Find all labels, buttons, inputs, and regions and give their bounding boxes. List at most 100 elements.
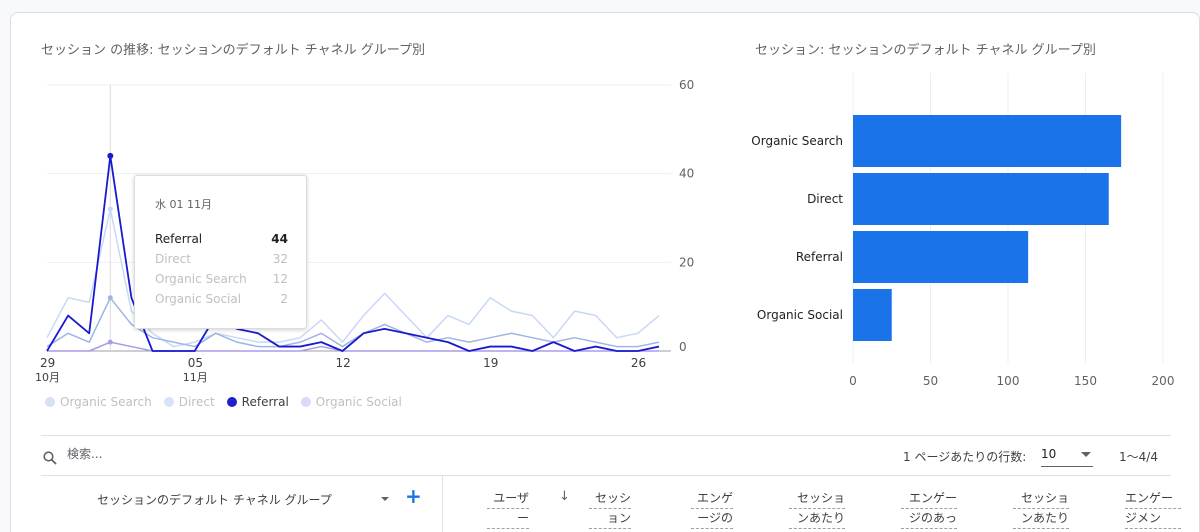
caret-down-icon — [1081, 452, 1091, 457]
y-tick-label: 40 — [679, 167, 694, 181]
legend-label: Direct — [178, 395, 215, 409]
tooltip-value: 12 — [272, 272, 288, 286]
rows-per-page-select[interactable]: 10 — [1041, 443, 1093, 467]
tooltip-label: Organic Social — [155, 292, 242, 306]
legend-item-organic-search[interactable]: Organic Search — [45, 395, 152, 409]
x-tick-month: 11月 — [183, 371, 208, 384]
x-tick-label: 19 — [483, 356, 498, 370]
bar — [853, 173, 1109, 225]
legend-dot-icon — [45, 397, 55, 407]
bar — [853, 289, 892, 341]
column-divider — [442, 475, 443, 532]
header-line: ジのあっ — [901, 509, 957, 529]
category-label: Direct — [807, 192, 843, 206]
dimension-header[interactable]: セッションのデフォルト チャネル グループ — [97, 493, 332, 507]
x-tick-label: 100 — [997, 374, 1020, 388]
highlight-point — [107, 152, 114, 159]
x-tick-label: 200 — [1152, 374, 1175, 388]
tooltip-value: 44 — [271, 232, 288, 246]
legend-label: Referral — [241, 395, 289, 409]
header-line: ンあたり — [1013, 509, 1069, 529]
column-header-engagement-rate[interactable]: エンゲー ジメン — [1125, 489, 1181, 529]
y-tick-label: 60 — [679, 78, 694, 92]
header-line: セッショ — [789, 489, 845, 509]
category-label: Organic Search — [751, 134, 843, 148]
series-line-organic-search — [46, 297, 660, 348]
x-tick-month: 10月 — [35, 371, 60, 384]
legend-dot-icon — [226, 397, 237, 407]
rows-per-page-value: 10 — [1041, 447, 1057, 461]
header-line: ョン — [589, 509, 631, 529]
pagination-status: 1〜4/4 — [1119, 450, 1158, 464]
x-tick-label: 0 — [849, 374, 857, 388]
column-header-sessions[interactable]: セッシ ョン — [589, 489, 631, 529]
category-label: Organic Social — [757, 308, 843, 322]
series-line-direct — [46, 208, 660, 348]
add-dimension-icon[interactable]: + — [405, 484, 422, 508]
tooltip-value: 2 — [280, 292, 288, 306]
header-line: エンゲ — [691, 489, 733, 509]
category-label: Referral — [796, 250, 843, 264]
tooltip-label: Organic Search — [155, 272, 247, 286]
chart-tooltip: 水 01 11月 Referral 44 Direct 32 Organic S… — [134, 175, 307, 329]
header-line: ージの — [691, 509, 733, 529]
column-header-engaged-sessions[interactable]: エンゲ ージの — [691, 489, 733, 529]
column-header-engagement[interactable]: エンゲー ジのあっ — [901, 489, 957, 529]
x-tick-label: 29 — [40, 356, 55, 370]
x-tick-label: 26 — [631, 356, 646, 370]
x-tick-label: 50 — [923, 374, 938, 388]
bar — [853, 115, 1122, 167]
highlight-point — [107, 295, 113, 301]
header-line: エンゲー — [1125, 489, 1181, 509]
sort-down-icon[interactable]: ↓ — [559, 489, 570, 504]
highlight-point — [107, 339, 113, 345]
legend-label: Organic Social — [315, 395, 402, 409]
y-tick-label: 0 — [679, 340, 687, 354]
chart-legend: Organic Search Direct Referral Organic S… — [45, 395, 402, 409]
tooltip-value: 32 — [272, 252, 288, 266]
tooltip-row-direct: Direct 32 — [155, 252, 288, 266]
report-card: セッション の推移: セッションのデフォルト チャネル グループ別 セッション:… — [10, 12, 1200, 532]
legend-label: Organic Search — [60, 395, 152, 409]
bar-chart[interactable]: 0 50 100 150 200 Organic Search Direct Referral… — [731, 63, 1191, 393]
header-line: ー — [487, 509, 529, 529]
header-line: エンゲー — [901, 489, 957, 509]
legend-item-referral[interactable]: Referral — [226, 395, 289, 409]
legend-dot-icon — [300, 397, 311, 407]
column-header-per-session-2[interactable]: セッショ ンあたり — [1013, 489, 1069, 529]
column-header-per-session-1[interactable]: セッショ ンあたり — [789, 489, 845, 529]
highlight-point — [107, 206, 113, 212]
header-line: セッショ — [1013, 489, 1069, 509]
series-line-organic-social — [47, 341, 659, 352]
x-tick-label: 12 — [335, 356, 350, 370]
x-tick-label: 05 — [188, 356, 203, 370]
legend-item-direct[interactable]: Direct — [163, 395, 215, 409]
x-tick-label: 150 — [1074, 374, 1097, 388]
column-header-users[interactable]: ユーザ ー — [487, 489, 529, 532]
caret-down-icon[interactable] — [381, 497, 389, 501]
header-line: ンあたり — [789, 509, 845, 529]
tooltip-row-organic-search: Organic Search 12 — [155, 272, 288, 286]
search-input[interactable] — [67, 447, 367, 461]
header-line: セッシ — [589, 489, 631, 509]
table-toolbar: 1 ページあたりの行数: 10 1〜4/4 — [41, 443, 1171, 473]
tooltip-date: 水 01 11月 — [155, 198, 212, 211]
tooltip-row-referral: Referral 44 — [155, 232, 288, 246]
y-tick-label: 20 — [679, 255, 694, 269]
header-line: ユーザ — [487, 489, 529, 509]
bar-chart-title: セッション: セッションのデフォルト チャネル グループ別 — [755, 43, 1096, 58]
search-icon — [43, 451, 57, 465]
bar — [853, 231, 1029, 283]
rows-per-page-label: 1 ページあたりの行数: — [903, 450, 1027, 464]
tooltip-label: Direct — [155, 252, 191, 266]
tooltip-label: Referral — [155, 232, 203, 246]
line-chart-title: セッション の推移: セッションのデフォルト チャネル グループ別 — [41, 43, 425, 58]
tooltip-row-organic-social: Organic Social 2 — [155, 292, 288, 306]
divider — [41, 435, 1171, 436]
divider — [41, 475, 1171, 476]
legend-dot-icon — [163, 397, 174, 407]
series-line-referral — [46, 155, 660, 352]
legend-item-organic-social[interactable]: Organic Social — [300, 395, 402, 409]
header-line: ジメン — [1125, 509, 1181, 529]
